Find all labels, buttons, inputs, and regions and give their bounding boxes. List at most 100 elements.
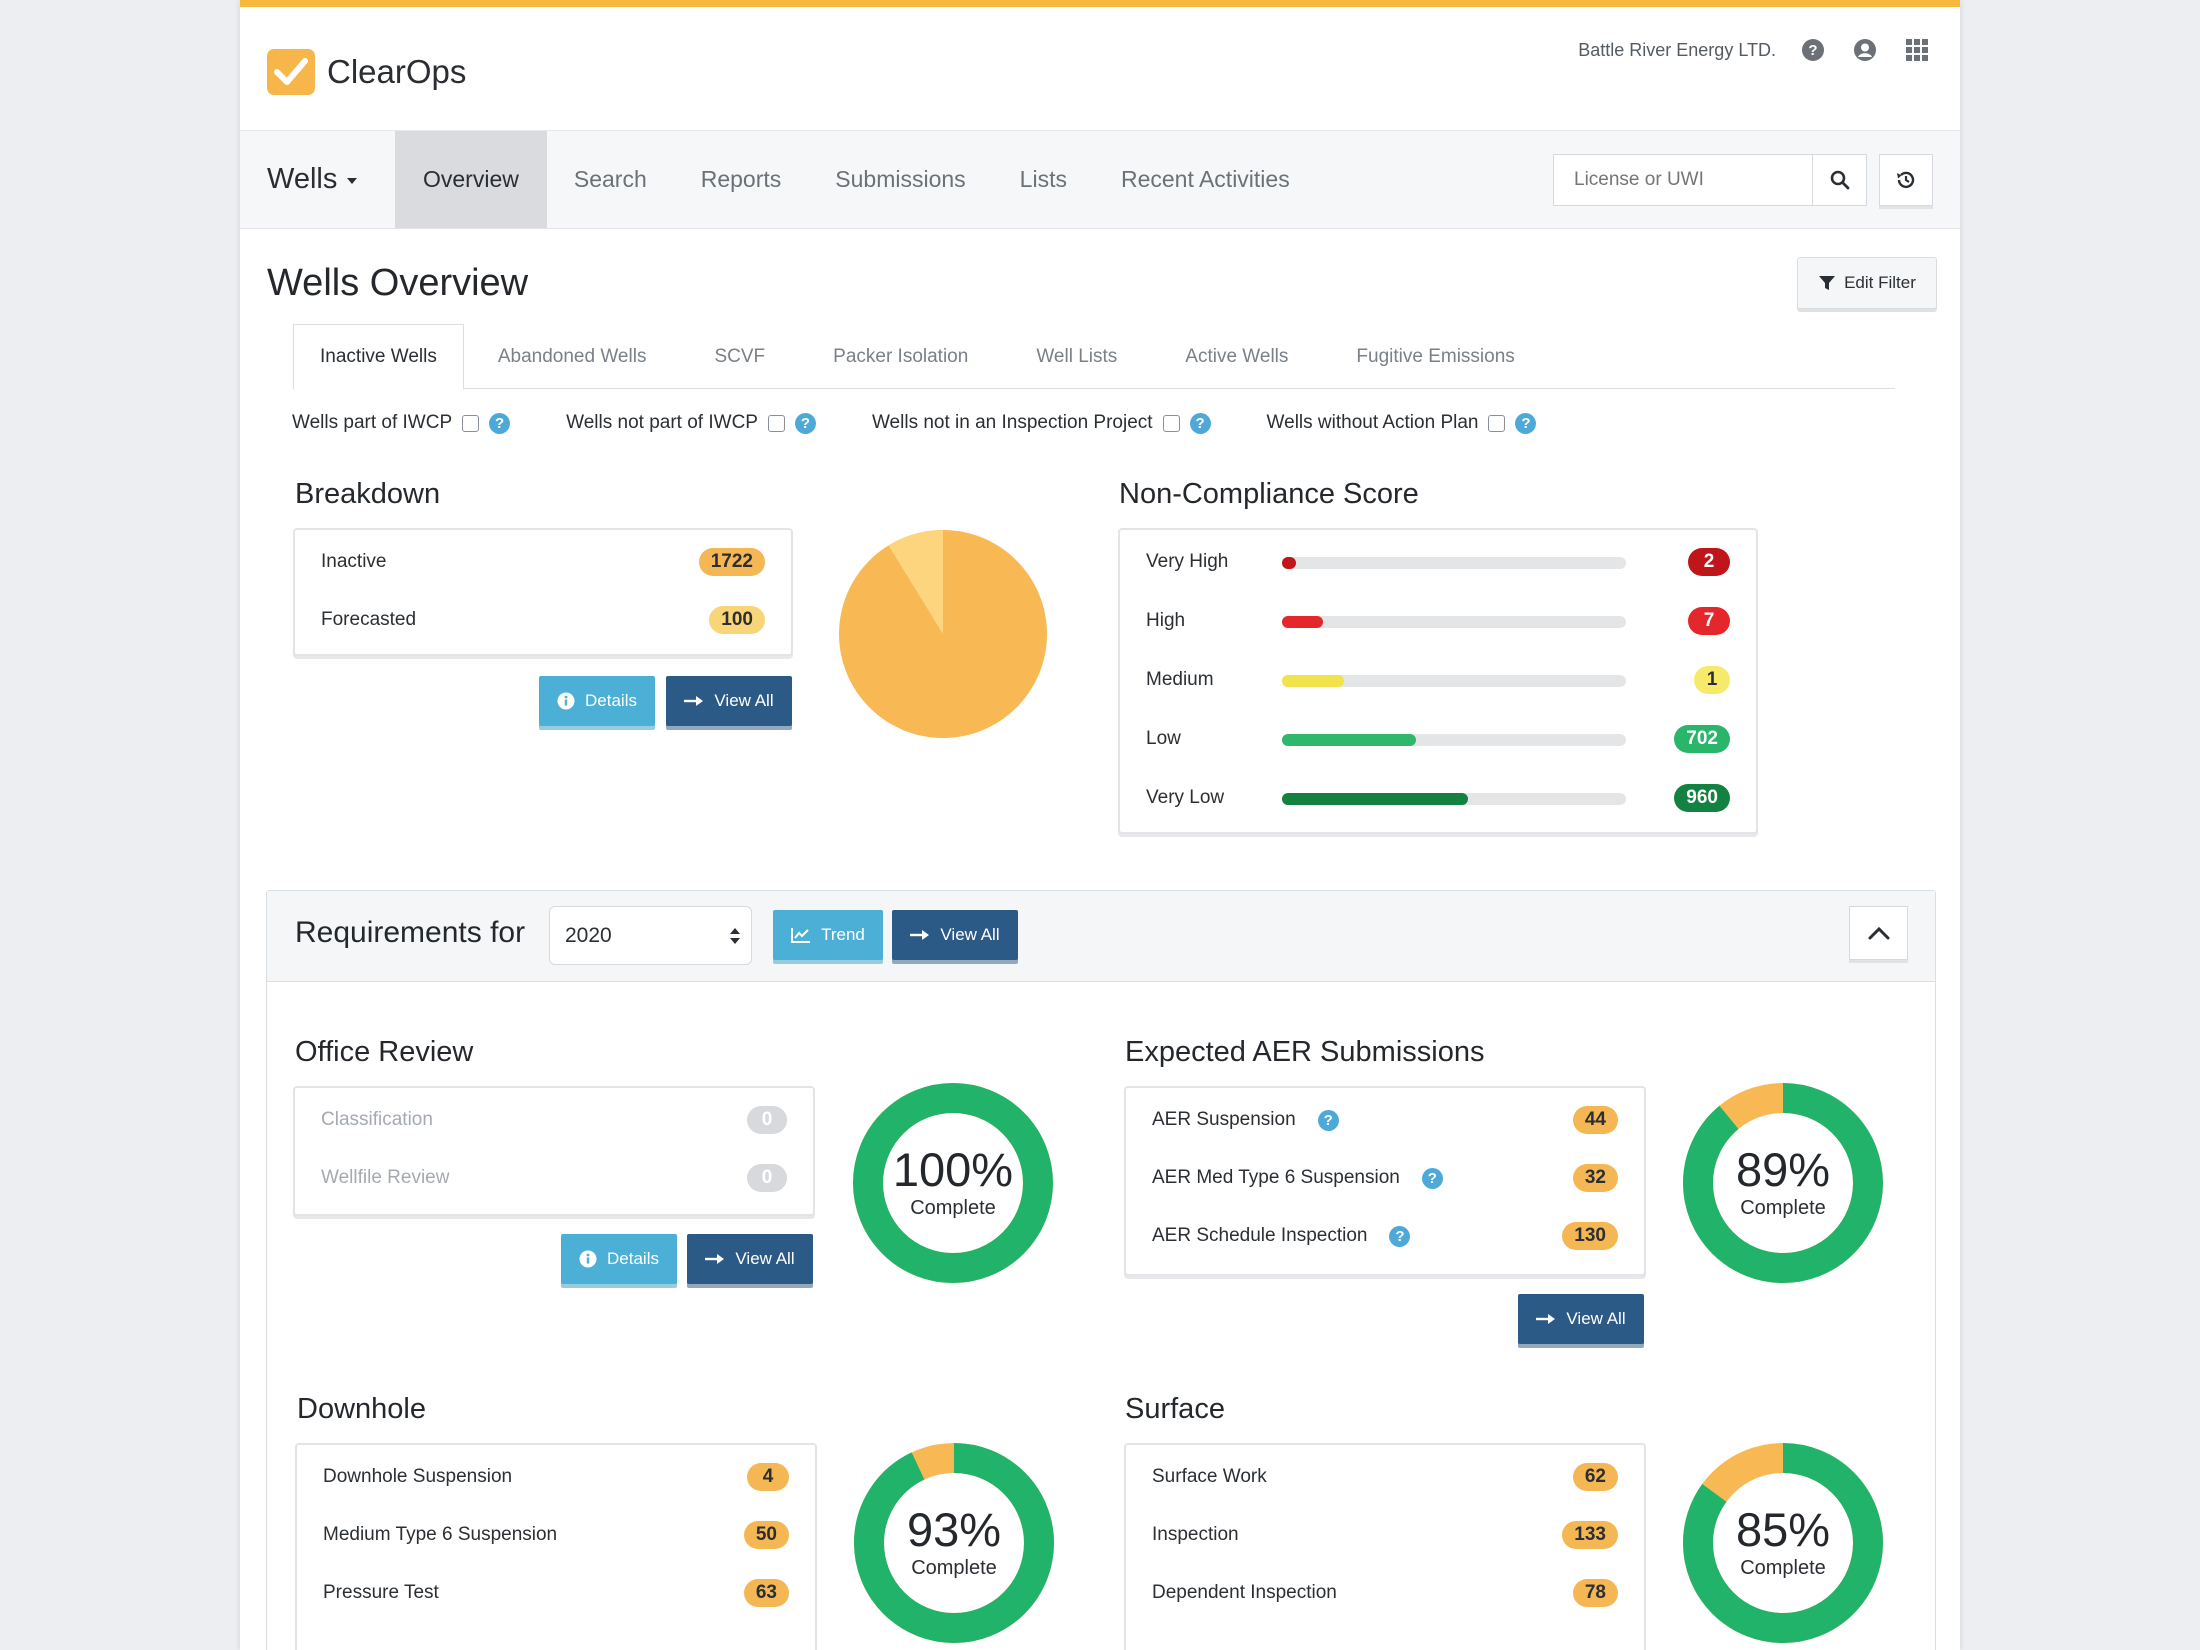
tab-scvf[interactable]: SCVF [714,345,766,367]
downhole-donut [854,1443,1054,1643]
app-logo[interactable]: ClearOps [267,49,466,95]
surface-heading: Surface [1125,1393,1225,1425]
filter-row: Wells part of IWCP ? Wells not part of I… [292,412,1537,434]
donut-complete-ring [854,1443,1054,1643]
main-nav: Wells Overview Search Reports Submission… [240,131,1960,229]
filter-label: Wells without Action Plan [1266,412,1479,433]
page-title: Wells Overview [267,262,529,304]
row-label: Forecasted [321,609,417,630]
apps-grid-icon[interactable] [1902,35,1932,65]
help-icon[interactable]: ? [794,412,816,434]
score-bar-track [1282,793,1626,805]
help-icon[interactable]: ? [489,412,511,434]
score-label: Very High [1146,551,1229,572]
score-row: Very Low 960 [1146,784,1730,812]
help-icon[interactable]: ? [1317,1109,1339,1131]
edit-filter-button[interactable]: Edit Filter [1797,257,1937,309]
score-row: Medium 1 [1146,666,1730,694]
surface-card: Surface Work 62 Inspection 133 Dependent… [1124,1443,1646,1650]
list-item: Medium Type 6 Suspension 50 [323,1521,789,1549]
license-search-input[interactable] [1553,154,1813,206]
aer-view-all-button[interactable]: View All [1518,1294,1644,1344]
list-item: Classification 0 [321,1106,787,1134]
tab-packer-isolation[interactable]: Packer Isolation [833,345,969,367]
nav-recent-activities[interactable]: Recent Activities [1120,166,1290,192]
score-bar-fill [1282,557,1296,569]
svg-text:?: ? [1808,42,1817,59]
iwcp-checkbox[interactable] [462,414,480,432]
search-button[interactable] [1813,154,1867,206]
help-icon[interactable]: ? [1515,412,1537,434]
nav-overview[interactable]: Overview [395,131,547,228]
score-badge: 1 [1694,666,1730,694]
nav-submissions[interactable]: Submissions [835,166,966,192]
count-badge: 0 [747,1164,787,1192]
aer-completion: 89% Complete [1683,1146,1883,1220]
chevron-up-icon [1868,926,1889,940]
history-button[interactable] [1879,154,1933,206]
breakdown-heading: Breakdown [295,478,441,510]
year-select-value: 2020 [565,923,612,947]
tab-inactive-wells[interactable]: Inactive Wells [293,324,464,390]
help-icon[interactable]: ? [1389,1225,1411,1247]
wells-dropdown[interactable]: Wells [240,131,395,228]
score-row: High 7 [1146,607,1730,635]
requirements-view-all-button[interactable]: View All [892,910,1018,960]
nav-reports[interactable]: Reports [700,166,782,192]
help-icon[interactable]: ? [1189,412,1211,434]
page: ClearOps Battle River Energy LTD. ? Well… [240,0,1960,1650]
downhole-completion: 93% Complete [854,1506,1054,1580]
filter-label: Wells not part of IWCP [566,412,758,433]
logo-check-icon [267,49,315,95]
count-badge: 78 [1572,1579,1618,1607]
score-badge: 702 [1674,725,1730,753]
score-bar-fill [1282,734,1417,746]
breakdown-details-button[interactable]: Details [539,676,655,726]
office-review-view-all-button[interactable]: View All [687,1234,813,1284]
collapse-button[interactable] [1849,906,1908,960]
help-icon[interactable]: ? [1798,35,1828,65]
count-badge: 62 [1572,1463,1618,1491]
row-label: Inspection [1152,1524,1239,1545]
no-inspection-checkbox[interactable] [1162,414,1180,432]
list-item: Forecasted 100 [321,606,765,634]
breakdown-pie-chart [839,530,1047,738]
nav-lists[interactable]: Lists [1019,166,1067,192]
row-label: AER Schedule Inspection [1152,1225,1368,1246]
score-row: Low 702 [1146,725,1730,753]
pie-slice-forecasted [888,530,943,634]
arrow-right-icon [684,696,704,706]
donut-complete-ring [853,1083,1053,1283]
downhole-heading: Downhole [297,1393,426,1425]
score-badge: 7 [1688,607,1730,635]
help-icon[interactable]: ? [1421,1167,1443,1189]
well-type-tabs: Inactive Wells Abandoned Wells SCVF Pack… [293,324,1895,390]
arrow-right-icon [1536,1314,1556,1324]
office-review-donut [853,1083,1053,1283]
row-label: AER Suspension [1152,1109,1296,1130]
tab-fugitive-emissions[interactable]: Fugitive Emissions [1356,345,1515,367]
no-action-plan-checkbox[interactable] [1488,414,1506,432]
tab-well-lists[interactable]: Well Lists [1036,345,1118,367]
score-label: Low [1146,728,1181,749]
edit-filter-label: Edit Filter [1844,273,1916,292]
breakdown-view-all-button[interactable]: View All [666,676,792,726]
year-select[interactable]: 2020 [549,906,752,965]
info-icon [579,1250,597,1268]
search-icon [1830,170,1849,190]
list-item: Wellfile Review 0 [321,1164,787,1192]
user-icon[interactable] [1850,35,1880,65]
trend-button[interactable]: Trend [773,910,883,960]
requirements-title: Requirements for [295,916,526,949]
row-label: Wellfile Review [321,1167,450,1188]
donut-complete-ring [1683,1443,1883,1643]
office-review-details-button[interactable]: Details [561,1234,677,1284]
nav-search[interactable]: Search [573,166,647,192]
tab-active-wells[interactable]: Active Wells [1185,345,1289,367]
filter-label: Wells part of IWCP [292,412,453,433]
completion-percent: 93% [906,1503,1002,1556]
tab-abandoned-wells[interactable]: Abandoned Wells [497,345,647,367]
button-label: View All [1566,1309,1626,1328]
completion-label: Complete [1740,1197,1826,1219]
not-iwcp-checkbox[interactable] [767,414,785,432]
